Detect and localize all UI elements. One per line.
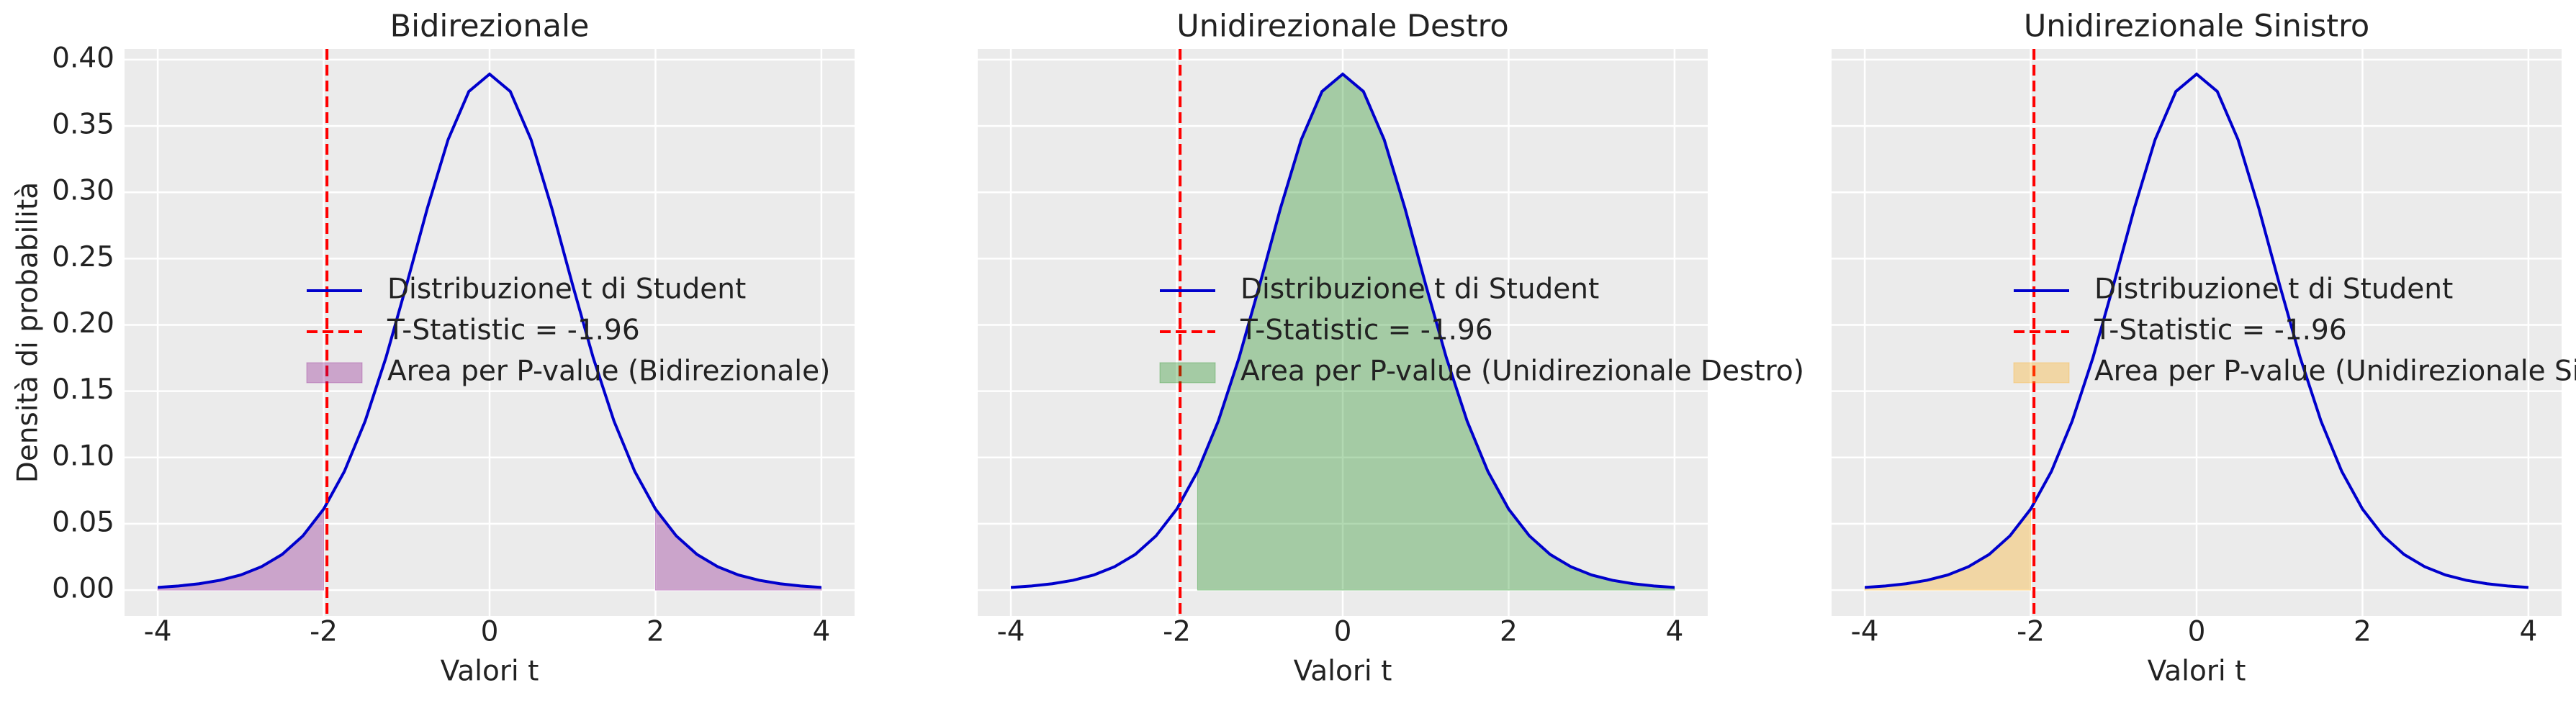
legend-label: Area per P-value (Unidirezionale Destro) <box>1240 355 1804 388</box>
y-tick-label: 0.40 <box>52 42 114 74</box>
x-axis-label: Valori t <box>1294 656 1392 688</box>
legend-label: Distribuzione t di Student <box>2094 273 2453 306</box>
x-tick-label: -4 <box>997 616 1025 648</box>
y-tick-label: 0.15 <box>52 373 114 406</box>
x-tick-label: 4 <box>1665 616 1683 648</box>
y-axis-label: Densità di probabilità <box>12 182 45 483</box>
legend-label: T-Statistic = -1.96 <box>387 314 640 347</box>
legend-label: T-Statistic = -1.96 <box>2094 314 2347 347</box>
x-tick-label: 2 <box>647 616 665 648</box>
x-axis-label: Valori t <box>2148 656 2246 688</box>
legend-label: T-Statistic = -1.96 <box>1240 314 1493 347</box>
density-curve <box>1010 72 1675 589</box>
legend-label: Distribuzione t di Student <box>387 273 746 306</box>
chart-title: Bidirezionale <box>390 9 590 45</box>
x-tick-label: -4 <box>1851 616 1879 648</box>
y-tick-label: 0.25 <box>52 241 114 273</box>
y-tick-label: 0.30 <box>52 175 114 207</box>
legend-label: Area per P-value (Unidirezionale Sinistr… <box>2094 355 2576 388</box>
y-tick-label: 0.00 <box>52 573 114 605</box>
y-tick-label: 0.35 <box>52 109 114 141</box>
y-tick-label: 0.05 <box>52 506 114 538</box>
x-tick-label: 0 <box>481 616 499 648</box>
x-tick-label: -2 <box>1163 616 1191 648</box>
x-tick-label: 2 <box>2354 616 2372 648</box>
x-tick-label: 0 <box>2188 616 2206 648</box>
chart-title: Unidirezionale Sinistro <box>2024 9 2369 45</box>
legend-label: Area per P-value (Bidirezionale) <box>387 355 830 388</box>
legend-swatch <box>306 362 363 384</box>
chart-title: Unidirezionale Destro <box>1176 9 1508 45</box>
x-axis-label: Valori t <box>441 656 539 688</box>
x-tick-label: 4 <box>812 616 830 648</box>
x-tick-label: 4 <box>2519 616 2537 648</box>
x-tick-label: -2 <box>310 616 338 648</box>
density-curve <box>157 72 822 589</box>
y-tick-label: 0.20 <box>52 307 114 340</box>
y-tick-label: 0.10 <box>52 440 114 472</box>
legend-swatch <box>1159 362 1216 384</box>
x-tick-label: -4 <box>144 616 172 648</box>
legend-swatch <box>2013 362 2070 384</box>
x-tick-label: 0 <box>1334 616 1352 648</box>
legend-label: Distribuzione t di Student <box>1240 273 1599 306</box>
density-curve <box>1864 72 2529 589</box>
x-tick-label: 2 <box>1500 616 1518 648</box>
x-tick-label: -2 <box>2017 616 2045 648</box>
